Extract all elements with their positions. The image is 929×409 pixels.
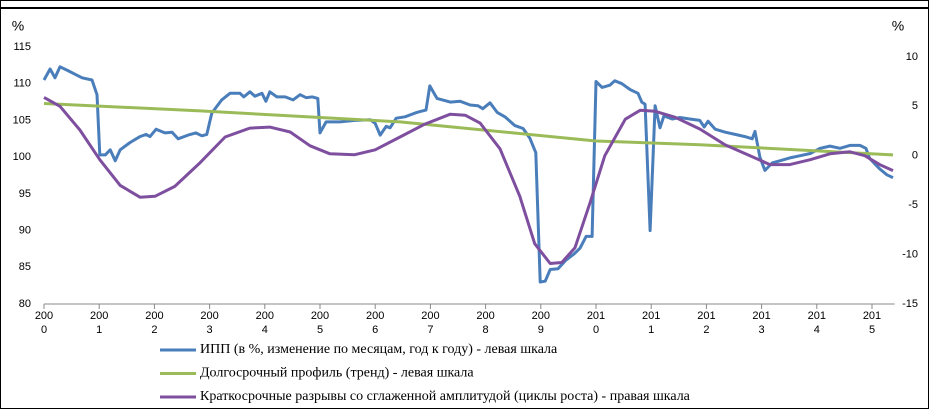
x-tick-label: 3 (759, 324, 765, 336)
x-tick-label: 201 (697, 310, 715, 322)
y-tick-label: 90 (19, 224, 31, 236)
y2-tick-label: -5 (908, 199, 918, 211)
x-tick-label: 0 (41, 324, 47, 336)
y-tick-label: 85 (19, 261, 31, 273)
x-tick-label: 200 (366, 310, 384, 322)
x-tick-label: 2 (703, 324, 709, 336)
y-tick-label: 95 (19, 188, 31, 200)
x-tick-label: 200 (476, 310, 494, 322)
x-tick-label: 201 (808, 310, 826, 322)
series-line (43, 96, 894, 265)
x-tick-label: 4 (262, 324, 268, 336)
y2-tick-label: 0 (912, 150, 918, 162)
x-tick-label: 8 (483, 324, 489, 336)
x-tick-label: 201 (642, 310, 660, 322)
x-tick-label: 6 (372, 324, 378, 336)
x-tick-label: 5 (317, 324, 323, 336)
x-tick-label: 3 (207, 324, 213, 336)
y-tick-label: 110 (13, 78, 31, 90)
y-tick-label: 105 (13, 114, 31, 126)
y2-axis-label: % (892, 18, 904, 34)
x-tick-label: 200 (311, 310, 329, 322)
x-tick-label: 200 (145, 310, 163, 322)
legend-label: ИПП (в %, изменение по месяцам, год к го… (200, 342, 558, 357)
y-tick-label: 80 (19, 298, 31, 310)
legend-label: Краткосрочные разрывы со сглаженной ампл… (200, 389, 691, 404)
y2-tick-label: 5 (912, 100, 918, 112)
series-line (42, 65, 894, 284)
x-tick-label: 2 (151, 324, 157, 336)
x-tick-label: 200 (200, 310, 218, 322)
x-tick-label: 1 (648, 324, 654, 336)
y2-tick-label: -15 (902, 298, 918, 310)
y2-tick-label: -10 (902, 248, 918, 260)
x-tick-label: 200 (421, 310, 439, 322)
x-tick-label: 0 (593, 324, 599, 336)
legend-label: Долгосрочный профиль (тренд) - левая шка… (200, 366, 474, 381)
x-tick-label: 7 (427, 324, 433, 336)
x-tick-label: 201 (752, 310, 770, 322)
x-tick-label: 5 (869, 324, 875, 336)
x-tick-label: 201 (587, 310, 605, 322)
y-axis-label: % (12, 18, 24, 34)
x-tick-label: 201 (863, 310, 881, 322)
x-tick-label: 4 (814, 324, 820, 336)
x-tick-label: 200 (256, 310, 274, 322)
y2-tick-label: 10 (906, 51, 918, 63)
x-tick-label: 1 (96, 324, 102, 336)
y-tick-label: 115 (13, 41, 31, 53)
x-tick-label: 200 (532, 310, 550, 322)
x-tick-label: 9 (538, 324, 544, 336)
y-tick-label: 100 (13, 151, 31, 163)
x-tick-label: 200 (90, 310, 108, 322)
x-tick-label: 200 (35, 310, 53, 322)
